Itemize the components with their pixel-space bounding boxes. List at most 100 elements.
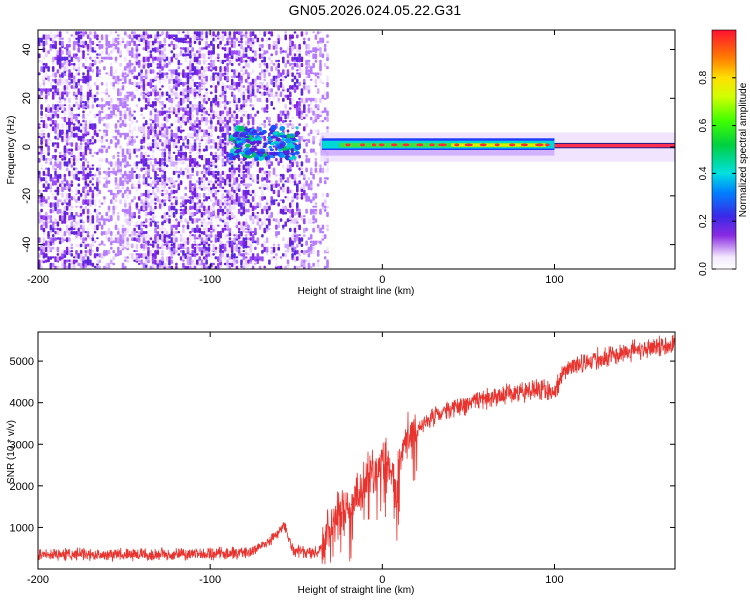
spectrogram-cell bbox=[40, 139, 43, 145]
spectrogram-cell bbox=[68, 237, 71, 242]
spectrogram-cell bbox=[63, 107, 67, 112]
spectrogram-cell bbox=[179, 145, 183, 152]
spectrogram-cell bbox=[82, 199, 85, 205]
spectrogram-cell bbox=[65, 211, 69, 216]
spectrogram-cell bbox=[191, 234, 194, 237]
spectrogram-cell bbox=[65, 62, 69, 68]
spectrogram-cell bbox=[226, 221, 229, 225]
spectrogram-cell bbox=[189, 107, 192, 113]
spectrogram-cell bbox=[272, 40, 276, 46]
spectrogram-cell bbox=[286, 186, 290, 192]
spectrogram-cell bbox=[170, 177, 174, 183]
spectrogram-cell bbox=[316, 129, 320, 134]
spectrogram-cell bbox=[203, 53, 206, 59]
spectrogram-cell bbox=[172, 107, 176, 112]
spectrogram-cell bbox=[72, 173, 76, 180]
spectrogram-cell bbox=[307, 69, 311, 73]
spectrogram-cell bbox=[198, 31, 201, 37]
spectrogram-cell bbox=[93, 31, 97, 35]
spectrogram-cell bbox=[296, 164, 299, 168]
spectrogram-cell bbox=[151, 139, 155, 142]
spectrogram-cell bbox=[291, 246, 294, 251]
spectrogram-cell bbox=[268, 180, 271, 183]
spectrogram-cell bbox=[161, 180, 164, 186]
spectrogram-cell bbox=[214, 56, 218, 61]
spectrogram-cell bbox=[214, 101, 218, 106]
spectrogram-cell bbox=[54, 145, 57, 149]
spectrogram-cell bbox=[105, 113, 108, 120]
spectrogram-cell bbox=[296, 62, 299, 68]
spectrogram-cell bbox=[168, 139, 171, 145]
spectrogram-cell bbox=[144, 43, 148, 48]
spectrogram-cell bbox=[105, 56, 108, 60]
spectrogram-cell bbox=[54, 104, 57, 109]
spectrogram-cell bbox=[131, 81, 134, 85]
spectrogram-cell bbox=[58, 91, 62, 98]
spectrogram-cell bbox=[240, 202, 243, 208]
spectrogram-cell bbox=[316, 262, 320, 268]
spectrogram-cell bbox=[249, 183, 253, 187]
spectrogram-cell bbox=[61, 104, 64, 108]
spectrogram-cell bbox=[114, 37, 118, 43]
spectrogram-cell bbox=[291, 85, 294, 90]
spectrogram-cell bbox=[65, 148, 69, 153]
spectrogram-cell bbox=[163, 211, 167, 218]
spectrogram-cell bbox=[124, 66, 127, 71]
spectrogram-cell bbox=[149, 250, 153, 256]
spectrogram-cell bbox=[270, 101, 273, 107]
spectrogram-cell bbox=[186, 91, 190, 98]
spectrogram-cell bbox=[289, 152, 297, 156]
spectrogram-cell bbox=[291, 218, 294, 224]
spectrogram-cell bbox=[68, 148, 71, 152]
colorbar: 0.00.20.40.60.8 Normalized spectral ampl… bbox=[698, 29, 749, 276]
spectrogram-cell bbox=[235, 31, 239, 35]
spectrogram-cell bbox=[298, 154, 301, 159]
spectrogram-cell bbox=[303, 88, 306, 91]
spectrogram-cell bbox=[42, 196, 46, 201]
spectrogram-cell bbox=[228, 265, 232, 269]
spectrogram-cell bbox=[89, 148, 92, 152]
spectrogram-cell bbox=[163, 43, 167, 46]
spectrogram-cell bbox=[307, 85, 311, 91]
spectrogram-cell bbox=[117, 151, 120, 155]
spectrogram-cell bbox=[230, 69, 234, 73]
spectrogram-cell bbox=[205, 110, 208, 115]
spectrogram-cell bbox=[286, 218, 290, 223]
spectrogram-cell bbox=[128, 34, 132, 40]
spectrogram-cell bbox=[170, 69, 174, 74]
spectrogram-cell bbox=[205, 221, 208, 227]
spectrogram-cell bbox=[237, 161, 241, 165]
spectrogram-cell bbox=[307, 186, 311, 190]
snr-xtick-label: -200 bbox=[27, 574, 49, 586]
spectrogram-cell bbox=[305, 113, 308, 117]
spectrogram-cell bbox=[189, 205, 192, 211]
spectrogram-cell bbox=[107, 43, 111, 49]
spectrogram-cell bbox=[184, 34, 187, 38]
spectrogram-cell bbox=[277, 231, 280, 236]
spectrogram-cell bbox=[284, 211, 287, 215]
spectrogram-cell bbox=[75, 231, 78, 235]
spectrogram-cell bbox=[40, 250, 43, 255]
spectrogram-cell bbox=[84, 192, 88, 199]
spectrogram-cell bbox=[268, 123, 271, 126]
spectrogram-cell bbox=[89, 37, 92, 44]
spectrogram-cell bbox=[272, 183, 276, 188]
spectrogram-cell bbox=[277, 94, 280, 97]
spectrogram-cell bbox=[263, 135, 266, 142]
spectrogram-cell bbox=[177, 221, 181, 228]
spectrogram-cell bbox=[175, 91, 178, 98]
spectrogram-cell bbox=[326, 227, 329, 232]
spectrogram-cell bbox=[219, 126, 222, 132]
spectrogram-cell bbox=[258, 72, 262, 76]
spectrogram-cell bbox=[223, 161, 227, 167]
spectrogram-cell bbox=[314, 135, 318, 139]
spectrogram-cell bbox=[319, 208, 322, 215]
spectrogram-cell bbox=[249, 37, 253, 42]
spectrogram-cell bbox=[314, 59, 318, 63]
spectrogram-cell bbox=[314, 192, 318, 199]
spectrogram-cell bbox=[112, 196, 115, 200]
spectrogram-cell bbox=[38, 180, 41, 184]
spectrogram-cell bbox=[263, 78, 266, 82]
